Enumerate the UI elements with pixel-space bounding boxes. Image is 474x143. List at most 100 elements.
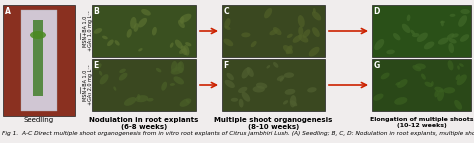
Ellipse shape — [170, 42, 173, 48]
Ellipse shape — [395, 82, 401, 86]
Ellipse shape — [394, 97, 407, 105]
Ellipse shape — [458, 15, 467, 27]
Ellipse shape — [273, 62, 278, 68]
Ellipse shape — [127, 29, 132, 38]
Ellipse shape — [161, 82, 167, 91]
Ellipse shape — [397, 79, 408, 88]
Ellipse shape — [381, 73, 390, 79]
Text: A: A — [4, 6, 10, 15]
Ellipse shape — [441, 21, 444, 26]
Ellipse shape — [290, 95, 296, 107]
Ellipse shape — [451, 33, 459, 38]
Ellipse shape — [448, 43, 454, 53]
Ellipse shape — [264, 8, 272, 18]
Bar — [222, 59, 325, 111]
Ellipse shape — [186, 99, 190, 103]
Ellipse shape — [456, 74, 467, 85]
Ellipse shape — [447, 60, 454, 70]
Ellipse shape — [138, 48, 143, 51]
Text: Seedling: Seedling — [24, 117, 54, 123]
Ellipse shape — [173, 76, 184, 85]
Ellipse shape — [179, 48, 186, 54]
Ellipse shape — [374, 94, 383, 101]
Ellipse shape — [94, 28, 102, 34]
Ellipse shape — [437, 89, 444, 101]
Text: D: D — [374, 6, 380, 15]
Text: Nodulation in root explants
(6-8 weeks): Nodulation in root explants (6-8 weeks) — [89, 117, 199, 130]
Ellipse shape — [100, 74, 109, 84]
Ellipse shape — [147, 98, 154, 102]
Ellipse shape — [141, 9, 151, 16]
Ellipse shape — [224, 26, 230, 30]
Ellipse shape — [386, 50, 395, 54]
Ellipse shape — [107, 39, 114, 46]
Ellipse shape — [286, 45, 292, 54]
Ellipse shape — [175, 39, 183, 49]
Bar — [21, 10, 57, 111]
Ellipse shape — [180, 98, 191, 107]
Ellipse shape — [457, 65, 460, 70]
Ellipse shape — [170, 83, 175, 86]
Ellipse shape — [447, 33, 455, 39]
Text: MSN+BA 1.0
+GA₃ 2.0 mg L⁻¹: MSN+BA 1.0 +GA₃ 2.0 mg L⁻¹ — [82, 65, 93, 105]
Ellipse shape — [424, 41, 434, 49]
Ellipse shape — [178, 20, 185, 28]
Bar — [92, 59, 196, 111]
Ellipse shape — [290, 100, 297, 106]
Ellipse shape — [171, 61, 177, 73]
Ellipse shape — [253, 86, 265, 93]
Ellipse shape — [115, 40, 119, 46]
Ellipse shape — [134, 23, 138, 32]
Ellipse shape — [374, 39, 384, 50]
Ellipse shape — [421, 74, 426, 80]
Ellipse shape — [440, 21, 445, 23]
Ellipse shape — [179, 14, 191, 23]
Ellipse shape — [138, 18, 147, 27]
Ellipse shape — [431, 81, 434, 86]
Ellipse shape — [251, 41, 256, 47]
Ellipse shape — [181, 45, 187, 55]
Text: Multiple shoot organogenesis
(8-10 weeks): Multiple shoot organogenesis (8-10 weeks… — [214, 117, 333, 130]
Ellipse shape — [242, 92, 250, 102]
Ellipse shape — [283, 45, 293, 54]
Text: F: F — [224, 60, 229, 69]
Ellipse shape — [180, 16, 184, 24]
Ellipse shape — [183, 45, 190, 56]
Ellipse shape — [438, 38, 448, 45]
Ellipse shape — [460, 34, 469, 42]
Ellipse shape — [185, 42, 191, 46]
Ellipse shape — [135, 95, 148, 102]
Ellipse shape — [402, 24, 410, 33]
Ellipse shape — [239, 99, 244, 108]
Ellipse shape — [152, 27, 157, 35]
Ellipse shape — [241, 32, 250, 37]
Ellipse shape — [273, 27, 282, 35]
Ellipse shape — [256, 83, 267, 89]
Text: C: C — [224, 6, 229, 15]
Text: G: G — [374, 60, 380, 69]
Ellipse shape — [175, 62, 182, 71]
Ellipse shape — [312, 27, 320, 37]
Text: E: E — [93, 60, 99, 69]
Text: B: B — [93, 6, 99, 15]
Ellipse shape — [99, 71, 102, 76]
Ellipse shape — [393, 33, 401, 40]
Ellipse shape — [137, 94, 140, 100]
Bar — [3, 5, 75, 116]
Ellipse shape — [277, 75, 285, 81]
Ellipse shape — [284, 72, 294, 78]
Ellipse shape — [225, 80, 235, 88]
Ellipse shape — [124, 97, 137, 106]
Bar — [222, 5, 325, 57]
Ellipse shape — [298, 15, 305, 27]
Ellipse shape — [178, 61, 184, 73]
Ellipse shape — [454, 100, 462, 110]
Ellipse shape — [246, 67, 254, 77]
Bar — [33, 20, 43, 96]
Ellipse shape — [238, 87, 247, 93]
Ellipse shape — [410, 30, 415, 35]
Bar — [92, 5, 196, 57]
Ellipse shape — [280, 77, 284, 82]
Ellipse shape — [156, 68, 162, 72]
Ellipse shape — [307, 87, 317, 93]
